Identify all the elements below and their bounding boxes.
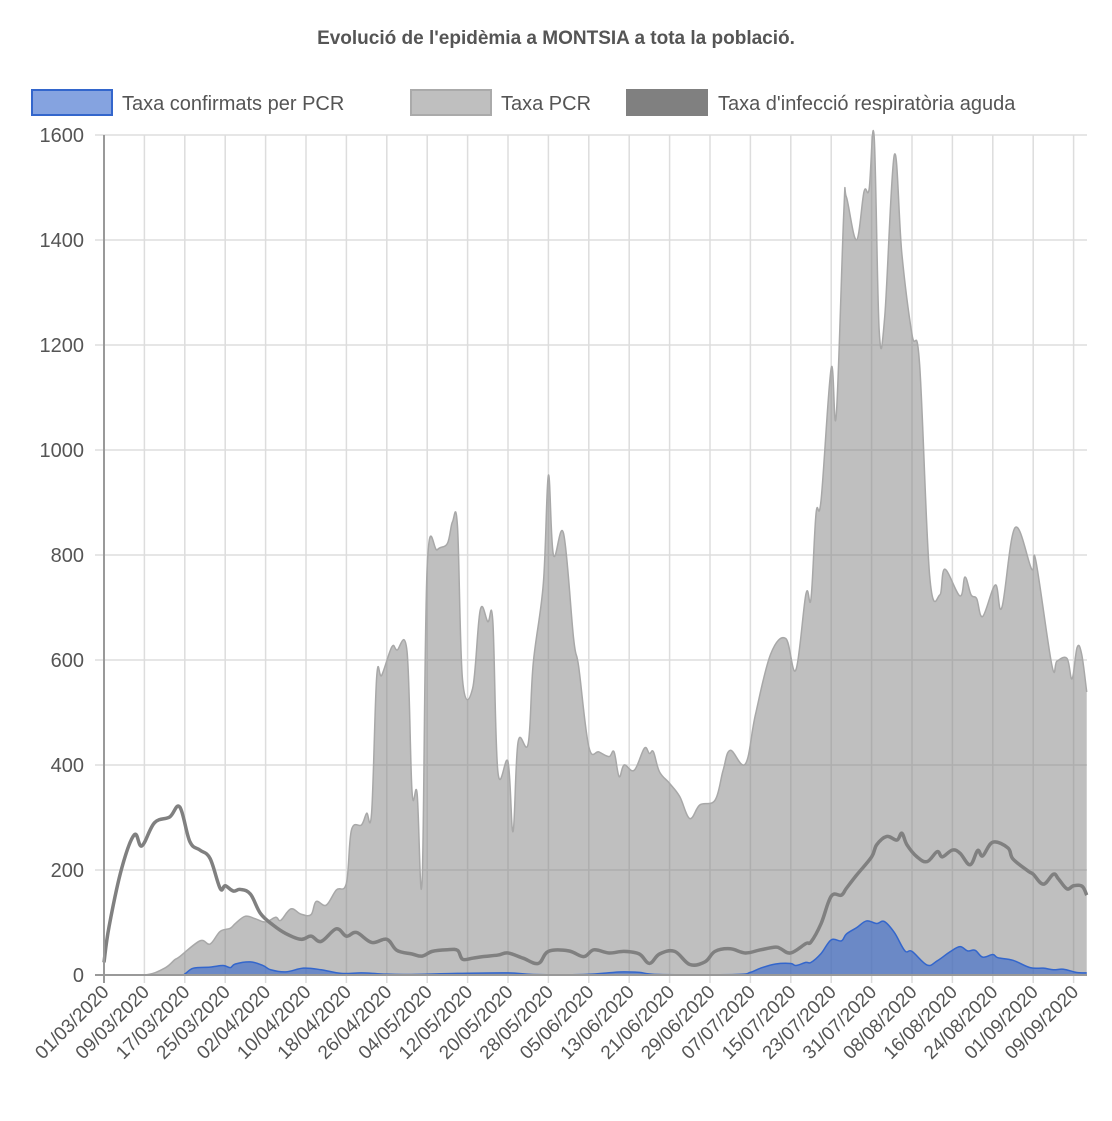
legend: Taxa confirmats per PCR Taxa PCR Taxa d'…: [31, 89, 1016, 116]
pcr-rate-area: [104, 130, 1087, 976]
legend-swatch-respiratory: [626, 89, 708, 116]
y-tick-label: 800: [51, 545, 84, 567]
legend-swatch-pcr: [410, 89, 492, 116]
y-tick-label: 1000: [40, 440, 85, 462]
y-tick-label: 200: [51, 860, 84, 882]
legend-swatch-confirmed: [31, 89, 113, 116]
confirmed-rate-line: [103, 920, 1087, 976]
legend-label-respiratory: Taxa d'infecció respiratòria aguda: [718, 93, 1016, 115]
chart-title: Evolució de l'epidèmia a MONTSIA a tota …: [317, 28, 795, 49]
y-tick-label: 1200: [40, 335, 85, 357]
y-tick-label: 0: [73, 965, 84, 987]
respiratory-rate-line: [102, 804, 1089, 967]
legend-item-confirmed[interactable]: Taxa confirmats per PCR: [31, 89, 344, 116]
legend-label-pcr: Taxa PCR: [501, 93, 591, 115]
legend-item-pcr[interactable]: Taxa PCR: [410, 89, 591, 116]
pcr-rate-line: [103, 129, 1088, 976]
legend-label-confirmed: Taxa confirmats per PCR: [122, 93, 344, 115]
legend-item-respiratory[interactable]: Taxa d'infecció respiratòria aguda: [626, 89, 1016, 116]
y-tick-label: 1600: [40, 125, 85, 147]
series-layer: [102, 129, 1089, 976]
y-tick-label: 600: [51, 650, 84, 672]
confirmed-rate-area: [104, 920, 1087, 975]
y-tick-label: 1400: [40, 230, 85, 252]
y-tick-label: 400: [51, 755, 84, 777]
